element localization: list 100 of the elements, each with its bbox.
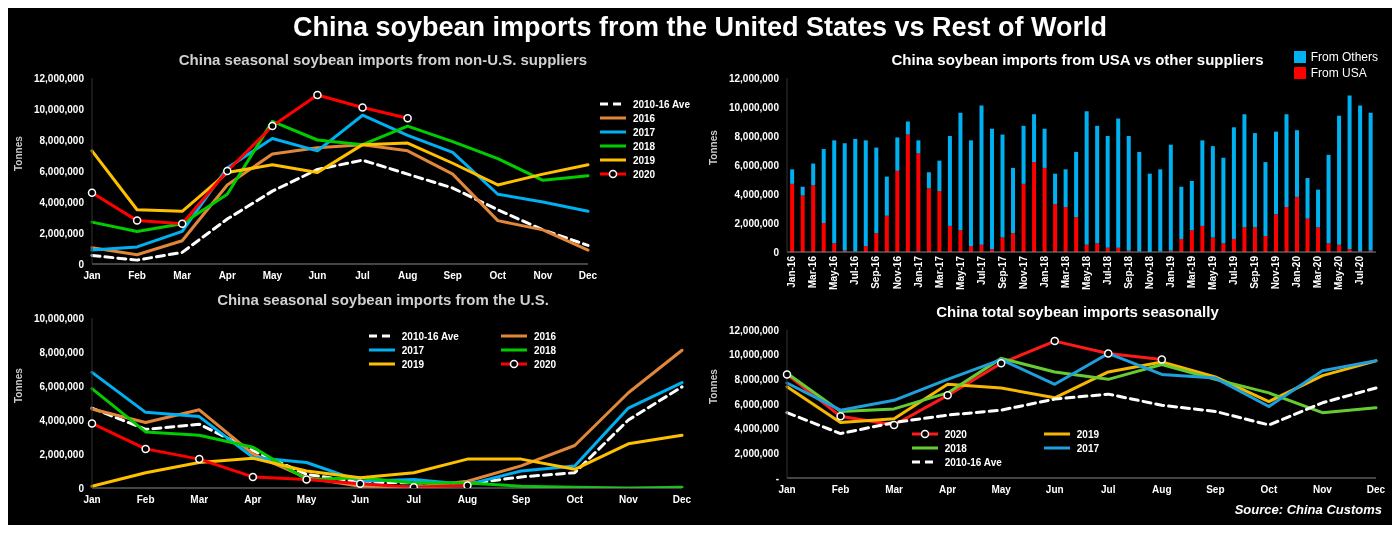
x-tick-label: Jun — [1045, 484, 1064, 496]
x-tick-label: Jul-17 — [975, 255, 987, 285]
y-tick-label: 2,000,000 — [734, 447, 780, 459]
x-tick-label: Nov — [1313, 484, 1333, 496]
x-tick-label: Sep-18 — [1122, 255, 1134, 289]
legend-label: 2018 — [632, 140, 656, 152]
x-tick-label: Jan-20 — [1291, 255, 1303, 288]
y-tick-label: 2,000,000 — [39, 227, 85, 239]
y-tick-label: 0 — [78, 258, 85, 270]
x-tick-label: Nov — [533, 270, 553, 282]
x-tick-label: Nov-17 — [1017, 255, 1029, 290]
x-tick-label: Jan — [778, 484, 796, 496]
x-tick-label: Feb — [128, 270, 146, 282]
legend-label: From USA — [1310, 66, 1367, 80]
y-tick-label: 10,000,000 — [33, 103, 85, 115]
x-tick-label: Mar-19 — [1186, 255, 1198, 289]
x-tick-label: Jul-20 — [1354, 255, 1366, 285]
x-tick-label: May-17 — [954, 255, 966, 290]
source-note: Source: China Customs — [1234, 502, 1382, 517]
legend-label: 2017 — [401, 344, 425, 356]
y-tick-label: 8,000,000 — [39, 346, 85, 358]
x-tick-label: May-18 — [1080, 255, 1092, 290]
legend-label: 2016 — [533, 330, 557, 342]
x-tick-label: May-16 — [828, 255, 840, 290]
x-tick-label: Aug — [1152, 484, 1172, 496]
y-tick-label: 12,000,000 — [728, 72, 780, 84]
y-tick-label: 0 — [773, 246, 780, 258]
x-tick-label: Jun — [308, 270, 327, 282]
x-tick-label: Sep-17 — [996, 255, 1008, 289]
legend-label: 2017 — [632, 126, 656, 138]
legend-label: 2020 — [533, 358, 557, 370]
y-tick-label: 4,000,000 — [734, 188, 780, 200]
legend-label: 2017 — [1076, 442, 1100, 454]
y-tick-label: 8,000,000 — [39, 134, 85, 146]
legend-label: 2018 — [944, 442, 967, 454]
x-tick-label: May — [296, 494, 317, 506]
legend-label: 2019 — [401, 358, 425, 370]
x-tick-label: Nov-19 — [1270, 255, 1282, 290]
y-tick-label: 10,000,000 — [33, 312, 85, 324]
chart-subtitle: China seasonal soybean imports from non-U.S. suppliers — [177, 50, 589, 70]
x-tick-label: Oct — [1260, 484, 1278, 496]
x-tick-label: Sep — [1206, 484, 1225, 496]
chart-title: China total soybean imports seasonally — [935, 302, 1220, 322]
y-tick-label: 0 — [78, 482, 85, 494]
x-tick-label: Aug — [397, 270, 418, 282]
x-tick-label: Feb — [831, 484, 850, 496]
y-tick-label: 6,000,000 — [734, 398, 780, 410]
chart-title: China seasonal soybean imports from the U.S. — [216, 290, 550, 310]
x-tick-label: Jul — [355, 270, 370, 282]
x-tick-label: Mar-20 — [1312, 255, 1324, 289]
legend-label: 2010-16 Ave — [632, 98, 690, 110]
x-tick-label: Oct — [489, 270, 507, 282]
y-axis-title: Tonnes — [12, 367, 24, 403]
x-tick-label: Apr — [218, 270, 236, 282]
x-tick-label: Dec — [1366, 484, 1386, 496]
x-tick-label: Mar-16 — [807, 255, 819, 289]
y-tick-label: 4,000,000 — [39, 414, 85, 426]
y-tick-label: - — [775, 472, 779, 484]
y-tick-label: 10,000,000 — [728, 101, 780, 113]
legend-label: 2016 — [632, 112, 656, 124]
legend-label: 2020 — [632, 168, 656, 180]
x-tick-label: May — [262, 270, 283, 282]
x-tick-label: Dec — [672, 494, 692, 506]
x-tick-label: May-20 — [1333, 255, 1345, 290]
x-tick-label: Mar — [190, 494, 209, 506]
y-tick-label: 10,000,000 — [728, 349, 780, 361]
y-tick-label: 6,000,000 — [39, 165, 85, 177]
y-axis-title: Tonnes — [707, 129, 719, 165]
x-tick-label: Sep — [443, 270, 462, 282]
x-tick-label: Jul-18 — [1101, 255, 1113, 285]
x-tick-label: Jan-19 — [1165, 255, 1176, 288]
y-tick-label: 6,000,000 — [734, 159, 780, 171]
y-tick-label: 4,000,000 — [39, 196, 85, 208]
y-axis-title: Tonnes — [707, 368, 719, 404]
legend-label: 2020 — [944, 428, 967, 440]
x-tick-label: Jul-19 — [1228, 255, 1240, 285]
x-tick-label: Feb — [136, 494, 155, 506]
x-tick-label: Apr — [939, 484, 957, 496]
y-axis-title: Tonnes — [12, 135, 24, 171]
x-tick-label: Jan-17 — [912, 255, 924, 288]
legend-label: 2010-16 Ave — [401, 330, 459, 342]
legend-label: 2019 — [1076, 428, 1100, 440]
y-tick-label: 8,000,000 — [734, 373, 780, 385]
y-tick-label: 2,000,000 — [734, 217, 780, 229]
legend-label: 2018 — [533, 344, 557, 356]
x-tick-label: Nov — [618, 494, 639, 506]
legend-label: From Others — [1310, 50, 1378, 64]
legend-label: 2010-16 Ave — [944, 456, 1002, 468]
chart-title: China soybean imports from USA vs other suppliers — [891, 51, 1264, 68]
x-tick-label: Aug — [457, 494, 478, 506]
x-tick-label: Jul — [406, 494, 422, 506]
x-tick-label: Jan — [83, 270, 101, 282]
x-tick-label: Jul-16 — [849, 255, 861, 285]
x-tick-label: Sep-19 — [1249, 255, 1261, 289]
x-tick-label: Oct — [566, 494, 584, 506]
y-tick-label: 12,000,000 — [728, 324, 780, 336]
x-tick-label: Mar-18 — [1059, 255, 1071, 289]
x-tick-label: Jul — [1101, 484, 1116, 496]
x-tick-label: Jan-18 — [1038, 255, 1050, 288]
x-tick-label: Mar — [885, 484, 904, 496]
